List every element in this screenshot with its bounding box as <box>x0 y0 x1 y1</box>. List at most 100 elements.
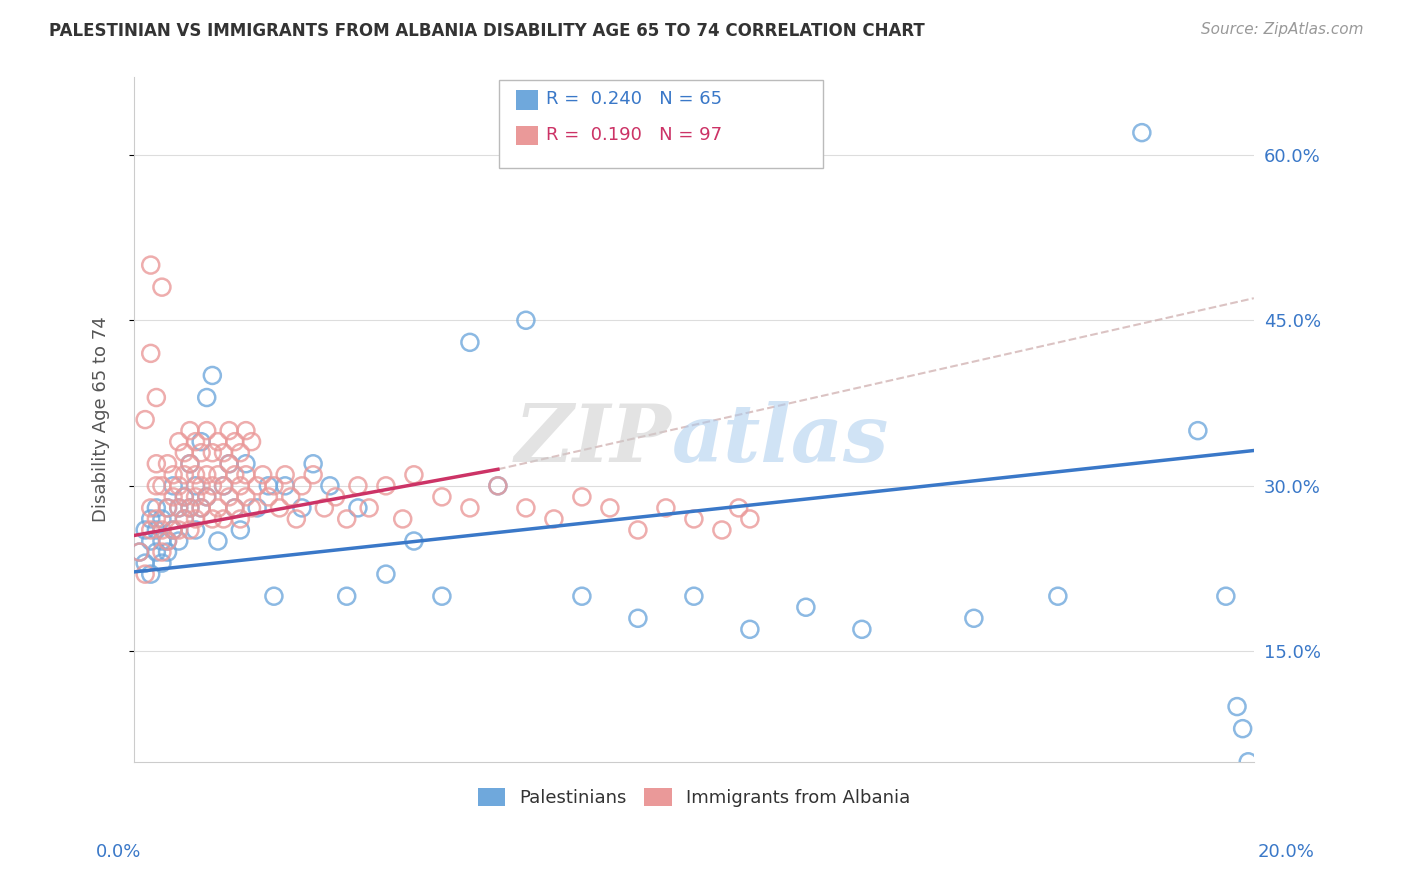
Point <box>134 523 156 537</box>
Point <box>150 523 173 537</box>
Point <box>252 467 274 482</box>
Point <box>235 467 257 482</box>
Point <box>229 479 252 493</box>
Point <box>291 479 314 493</box>
Point <box>263 479 285 493</box>
Point <box>212 479 235 493</box>
Point <box>162 523 184 537</box>
Point <box>167 500 190 515</box>
Point <box>139 512 162 526</box>
Point <box>201 479 224 493</box>
Point <box>139 567 162 582</box>
Point <box>246 479 269 493</box>
Point <box>207 467 229 482</box>
Point <box>212 479 235 493</box>
Point <box>128 545 150 559</box>
Point <box>430 589 453 603</box>
Point <box>145 391 167 405</box>
Point <box>167 523 190 537</box>
Point <box>336 512 359 526</box>
Point <box>139 258 162 272</box>
Point <box>207 534 229 549</box>
Point <box>627 523 650 537</box>
Point <box>224 434 246 449</box>
Point <box>347 479 370 493</box>
Point <box>167 479 190 493</box>
Point <box>599 500 621 515</box>
Point <box>1226 699 1249 714</box>
Point <box>179 523 201 537</box>
Point <box>257 479 280 493</box>
Point <box>190 446 212 460</box>
Point <box>156 534 179 549</box>
Point <box>374 567 396 582</box>
Point <box>325 490 347 504</box>
Point <box>179 500 201 515</box>
Point <box>179 457 201 471</box>
Point <box>794 600 817 615</box>
Point <box>139 523 162 537</box>
Point <box>224 500 246 515</box>
Point <box>319 479 342 493</box>
Point <box>145 545 167 559</box>
Point <box>246 500 269 515</box>
Point <box>274 467 297 482</box>
Point <box>190 500 212 515</box>
Point <box>1237 755 1260 769</box>
Point <box>184 512 207 526</box>
Point <box>173 467 195 482</box>
Point <box>156 500 179 515</box>
Point <box>212 446 235 460</box>
Legend: Palestinians, Immigrants from Albania: Palestinians, Immigrants from Albania <box>470 780 918 814</box>
Point <box>173 512 195 526</box>
Point <box>139 500 162 515</box>
Point <box>229 446 252 460</box>
Point <box>128 545 150 559</box>
Point <box>229 523 252 537</box>
Point <box>280 490 302 504</box>
Point <box>738 512 761 526</box>
Point <box>683 512 706 526</box>
Point <box>218 490 240 504</box>
Point <box>235 424 257 438</box>
Point <box>212 512 235 526</box>
Point <box>515 313 537 327</box>
Text: 0.0%: 0.0% <box>96 843 141 861</box>
Point <box>240 434 263 449</box>
Point <box>139 534 162 549</box>
Point <box>145 479 167 493</box>
Point <box>738 623 761 637</box>
Point <box>1130 126 1153 140</box>
Point <box>190 500 212 515</box>
Point <box>179 457 201 471</box>
Point <box>257 490 280 504</box>
Point <box>240 500 263 515</box>
Point <box>683 589 706 603</box>
Point <box>402 534 425 549</box>
Point <box>156 545 179 559</box>
Text: atlas: atlas <box>672 401 889 479</box>
Point <box>195 424 218 438</box>
Point <box>1046 589 1069 603</box>
Point <box>150 534 173 549</box>
Point <box>359 500 381 515</box>
Point <box>150 512 173 526</box>
Point <box>156 500 179 515</box>
Point <box>571 589 593 603</box>
Point <box>430 490 453 504</box>
Point <box>162 523 184 537</box>
Point <box>173 490 195 504</box>
Point <box>179 500 201 515</box>
Point <box>515 500 537 515</box>
Point <box>145 457 167 471</box>
Point <box>486 479 509 493</box>
Point <box>543 512 565 526</box>
Point <box>139 346 162 360</box>
Point <box>263 589 285 603</box>
Point <box>150 479 173 493</box>
Point <box>302 457 325 471</box>
Point <box>162 490 184 504</box>
Point <box>391 512 413 526</box>
Point <box>207 434 229 449</box>
Point <box>150 545 173 559</box>
